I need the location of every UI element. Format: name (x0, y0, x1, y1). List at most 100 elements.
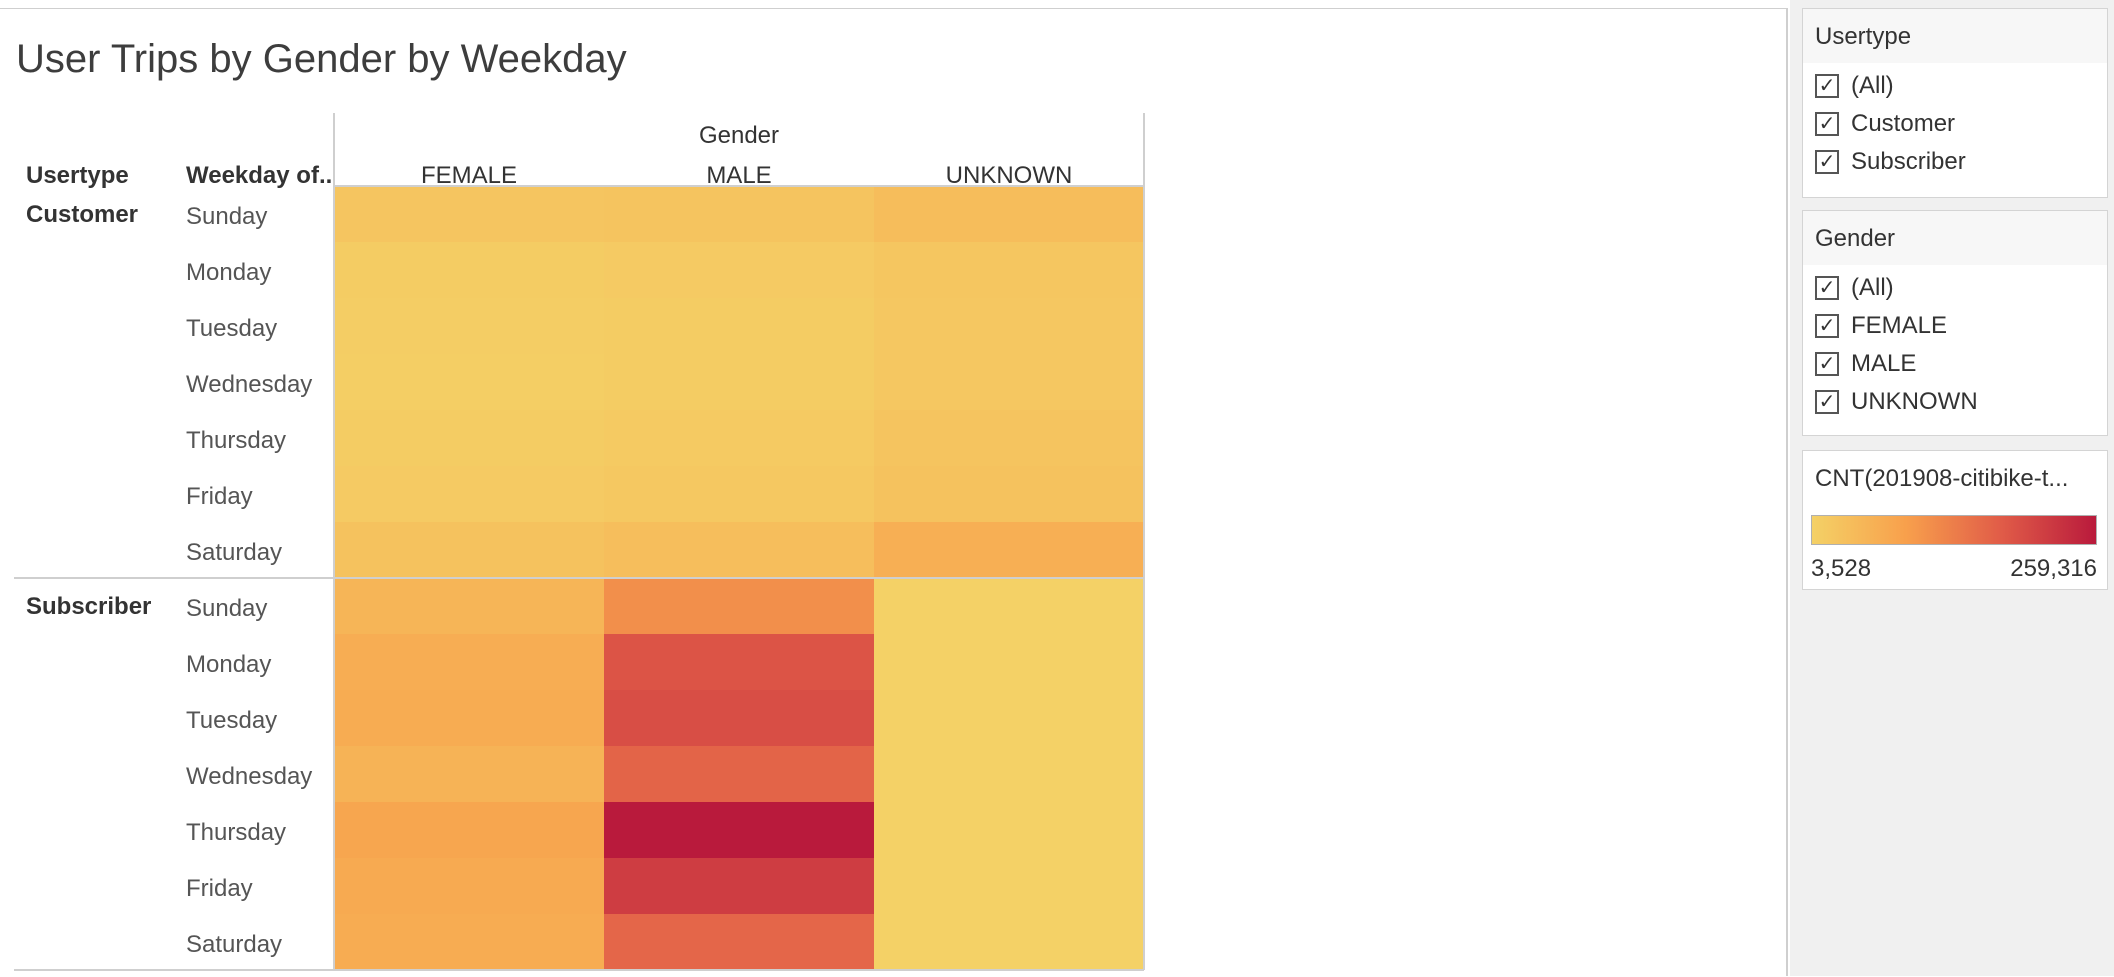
heatmap-cell-customer-friday-male[interactable] (604, 466, 874, 522)
checkmark-icon: ✓ (1818, 151, 1836, 173)
filter-item-label: MALE (1851, 350, 1917, 377)
heatmap-cell-subscriber-tuesday-male[interactable] (604, 690, 874, 746)
heatmap-cell-subscriber-sunday-female[interactable] (334, 578, 604, 634)
color-legend-panel: CNT(201908-citibike-t... 3,528 259,316 (1802, 450, 2108, 590)
filter-item-gender-all[interactable]: ✓ (All) (1815, 273, 1894, 303)
gender-filter-title: Gender (1815, 225, 1896, 252)
heatmap-cell-customer-tuesday-male[interactable] (604, 298, 874, 354)
legend-min-label: 3,528 (1811, 555, 1872, 582)
heatmap-cell-customer-wednesday-unknown[interactable] (874, 354, 1144, 410)
checkbox[interactable]: ✓ (1815, 352, 1839, 376)
row-group-label-subscriber: Subscriber (26, 593, 151, 620)
heatmap-cell-subscriber-tuesday-unknown[interactable] (874, 690, 1144, 746)
heatmap-cell-subscriber-friday-female[interactable] (334, 858, 604, 914)
heatmap-cell-customer-monday-unknown[interactable] (874, 242, 1144, 298)
row-label-saturday: Saturday (186, 539, 282, 566)
usertype-filter-panel: Usertype ✓ (All) ✓ Customer ✓ Subscriber (1802, 8, 2108, 198)
checkbox[interactable]: ✓ (1815, 74, 1839, 98)
heatmap-cell-customer-tuesday-female[interactable] (334, 298, 604, 354)
checkmark-icon: ✓ (1818, 315, 1836, 337)
heatmap-cell-subscriber-saturday-unknown[interactable] (874, 914, 1144, 970)
filter-item-unknown[interactable]: ✓ UNKNOWN (1815, 387, 1978, 417)
filter-item-label: (All) (1851, 72, 1894, 99)
filter-item-subscriber[interactable]: ✓ Subscriber (1815, 147, 1966, 177)
row-group-label-customer: Customer (26, 201, 138, 228)
heatmap-cell-subscriber-saturday-male[interactable] (604, 914, 874, 970)
heatmap-cell-subscriber-thursday-female[interactable] (334, 802, 604, 858)
row-label-monday: Monday (186, 259, 271, 286)
gender-filter-panel: Gender ✓ (All) ✓ FEMALE ✓ MALE ✓ UNKNOWN (1802, 210, 2108, 436)
heatmap-cell-subscriber-sunday-unknown[interactable] (874, 578, 1144, 634)
row-label-tuesday: Tuesday (186, 315, 277, 342)
heatmap-cell-customer-monday-female[interactable] (334, 242, 604, 298)
heatmap-cell-customer-friday-female[interactable] (334, 466, 604, 522)
column-header-male: MALE (706, 162, 771, 189)
checkmark-icon: ✓ (1818, 75, 1836, 97)
heatmap-cell-customer-thursday-unknown[interactable] (874, 410, 1144, 466)
heatmap-cell-customer-sunday-unknown[interactable] (874, 186, 1144, 242)
heatmap-cell-subscriber-monday-male[interactable] (604, 634, 874, 690)
filter-item-label: UNKNOWN (1851, 388, 1978, 415)
heatmap-cell-customer-sunday-female[interactable] (334, 186, 604, 242)
row-label-friday: Friday (186, 875, 253, 902)
heatmap-cell-customer-tuesday-unknown[interactable] (874, 298, 1144, 354)
checkbox[interactable]: ✓ (1815, 112, 1839, 136)
heatmap-cell-subscriber-friday-male[interactable] (604, 858, 874, 914)
checkbox[interactable]: ✓ (1815, 150, 1839, 174)
filter-item-label: FEMALE (1851, 312, 1948, 339)
usertype-filter-title: Usertype (1815, 23, 1912, 50)
heatmap-cell-customer-monday-male[interactable] (604, 242, 874, 298)
checkbox[interactable]: ✓ (1815, 276, 1839, 300)
row-label-monday: Monday (186, 651, 271, 678)
filter-item-male[interactable]: ✓ MALE (1815, 349, 1916, 379)
heatmap-cell-customer-saturday-male[interactable] (604, 522, 874, 578)
checkbox[interactable]: ✓ (1815, 390, 1839, 414)
column-header-unknown: UNKNOWN (946, 162, 1073, 189)
heatmap-cell-subscriber-thursday-unknown[interactable] (874, 802, 1144, 858)
filter-item-label: (All) (1851, 274, 1894, 301)
filter-item-female[interactable]: ✓ FEMALE (1815, 311, 1947, 341)
filter-item-label: Subscriber (1851, 148, 1966, 175)
row-label-sunday: Sunday (186, 595, 267, 622)
column-header-female: FEMALE (421, 162, 517, 189)
heatmap-cell-customer-saturday-unknown[interactable] (874, 522, 1144, 578)
filter-item-usertype-all[interactable]: ✓ (All) (1815, 71, 1894, 101)
heatmap-cell-customer-wednesday-male[interactable] (604, 354, 874, 410)
checkmark-icon: ✓ (1818, 391, 1836, 413)
chart-title: User Trips by Gender by Weekday (16, 37, 627, 81)
heatmap-cell-subscriber-wednesday-male[interactable] (604, 746, 874, 802)
heatmap-cell-subscriber-monday-female[interactable] (334, 634, 604, 690)
filter-item-customer[interactable]: ✓ Customer (1815, 109, 1955, 139)
heatmap-cell-subscriber-sunday-male[interactable] (604, 578, 874, 634)
heatmap-cell-customer-friday-unknown[interactable] (874, 466, 1144, 522)
color-scale-bar (1811, 515, 2097, 545)
heatmap-cell-customer-thursday-female[interactable] (334, 410, 604, 466)
heatmap-cell-customer-wednesday-female[interactable] (334, 354, 604, 410)
heatmap-cell-customer-saturday-female[interactable] (334, 522, 604, 578)
heatmap-cell-subscriber-wednesday-unknown[interactable] (874, 746, 1144, 802)
legend-max-label: 259,316 (2010, 555, 2097, 582)
checkmark-icon: ✓ (1818, 353, 1836, 375)
checkmark-icon: ✓ (1818, 113, 1836, 135)
heatmap-cell-subscriber-tuesday-female[interactable] (334, 690, 604, 746)
heatmap-cell-subscriber-saturday-female[interactable] (334, 914, 604, 970)
heatmap-cell-customer-sunday-male[interactable] (604, 186, 874, 242)
heatmap-cell-subscriber-thursday-male[interactable] (604, 802, 874, 858)
checkbox[interactable]: ✓ (1815, 314, 1839, 338)
sidebar: Usertype ✓ (All) ✓ Customer ✓ Subscriber… (1790, 0, 2114, 976)
column-group-label: Gender (699, 122, 779, 149)
row-label-saturday: Saturday (186, 931, 282, 958)
legend-title: CNT(201908-citibike-t... (1815, 465, 2069, 492)
heatmap-cell-subscriber-wednesday-female[interactable] (334, 746, 604, 802)
row-label-friday: Friday (186, 483, 253, 510)
worksheet-view: User Trips by Gender by Weekday Gender Us… (0, 8, 1788, 976)
checkmark-icon: ✓ (1818, 277, 1836, 299)
heatmap-cell-customer-thursday-male[interactable] (604, 410, 874, 466)
heatmap-cell-subscriber-monday-unknown[interactable] (874, 634, 1144, 690)
heatmap-chart: Gender Usertype Weekday of.. FEMALE MALE UNKN… (14, 113, 1145, 971)
row-label-wednesday: Wednesday (186, 763, 312, 790)
row-label-thursday: Thursday (186, 819, 286, 846)
row-header-weekday: Weekday of.. (186, 162, 332, 189)
row-label-thursday: Thursday (186, 427, 286, 454)
heatmap-cell-subscriber-friday-unknown[interactable] (874, 858, 1144, 914)
